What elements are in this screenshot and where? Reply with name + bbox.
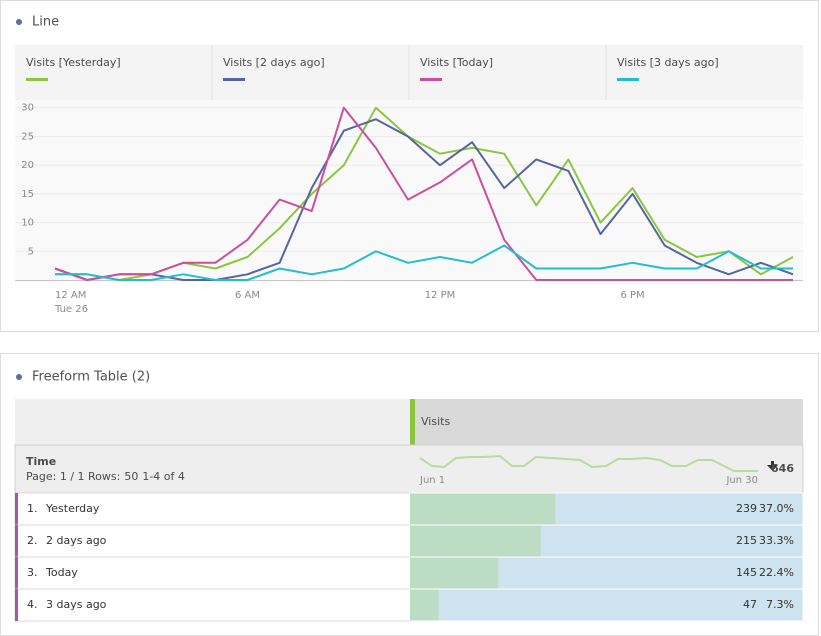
trend-start: Jun 1 (419, 475, 445, 486)
trend-sparkline (419, 454, 758, 472)
metric-header[interactable] (410, 399, 803, 445)
header-cell (15, 399, 410, 445)
x-tick-label: 12 PM (425, 290, 456, 301)
row-name: 3 days ago (46, 598, 107, 611)
panel-dot (16, 19, 22, 25)
value-bar (410, 557, 499, 589)
row-bg[interactable] (14, 556, 411, 590)
row-range: 1-4 of 4 (142, 470, 185, 483)
row-value: 47 (743, 598, 757, 611)
row-name: Yesterday (45, 502, 100, 515)
series-line (54, 106, 793, 281)
value-bar (410, 493, 556, 525)
y-tick-label: 25 (21, 131, 34, 142)
legend-label[interactable]: Visits [3 days ago] (617, 56, 719, 69)
row-rank: 3. (27, 566, 38, 579)
plot: 5 10 15 20 25 30 12 AM Tue 26 6 AM 12 PM 6 PM (15, 103, 803, 315)
series-line (54, 118, 794, 281)
legend-swatch (223, 78, 245, 81)
x-tick-label: 12 AM (55, 290, 86, 301)
row-value: 145 (736, 566, 757, 579)
metric-handle (410, 399, 415, 445)
y-tick-label: 20 (21, 160, 34, 171)
legend-swatch (420, 78, 442, 81)
row-value: 215 (736, 534, 757, 547)
rows-per-page[interactable]: 50 (124, 470, 138, 483)
x-sublabel: Tue 26 (54, 304, 88, 315)
row-rank: 4. (27, 598, 38, 611)
panel-title: Freeform Table (2) (32, 370, 150, 385)
x-tick-label: 6 AM (235, 290, 260, 301)
row-rank: 2. (27, 534, 38, 547)
y-tick-label: 10 (21, 218, 34, 229)
row-percent: 7.3% (766, 598, 794, 611)
row-bg[interactable] (14, 524, 411, 558)
total: 646 (771, 462, 794, 475)
trend-end: Jun 30 (725, 475, 758, 486)
legend: Visits [Yesterday] Visits [2 days ago] Vis… (26, 45, 719, 100)
row-percent: 33.3% (759, 534, 794, 547)
row-bg[interactable] (14, 588, 411, 622)
row-accent (15, 557, 18, 589)
row-accent (15, 525, 18, 557)
legend-label[interactable]: Visits [2 days ago] (223, 56, 325, 69)
panel-title: Line (32, 15, 59, 30)
x-tick-label: 6 PM (620, 290, 644, 301)
legend-label[interactable]: Visits [Yesterday] (26, 56, 121, 69)
y-tick-label: 5 (28, 246, 34, 257)
dimension-row (14, 444, 804, 494)
metric-name: Visits (421, 415, 450, 428)
row-accent (15, 493, 18, 525)
row-percent: 22.4% (759, 566, 794, 579)
row-percent: 37.0% (759, 502, 794, 515)
dimension-name: Time (26, 455, 56, 468)
y-tick-label: 15 (21, 189, 34, 200)
row-rank: 1. (27, 502, 38, 515)
row-accent (15, 589, 18, 621)
panel-dot (16, 374, 22, 380)
value-bar (410, 589, 439, 621)
total-arrow (767, 461, 778, 471)
series-line (55, 244, 793, 281)
row-value: 239 (736, 502, 757, 515)
value-bar (410, 525, 541, 557)
y-tick-label: 30 (21, 103, 34, 114)
legend-swatch (26, 78, 48, 81)
legend-swatch (617, 78, 639, 81)
value-cell (409, 588, 804, 622)
row-name: Today (45, 566, 78, 579)
row-name: 2 days ago (46, 534, 107, 547)
table-rows: 1. Yesterday 239 37.0% 2. 2 days ago 215 33.3% 3… (14, 492, 804, 622)
page-label: Page: 1 / 1 Rows: (26, 470, 120, 483)
legend-label[interactable]: Visits [Today] (420, 56, 493, 69)
